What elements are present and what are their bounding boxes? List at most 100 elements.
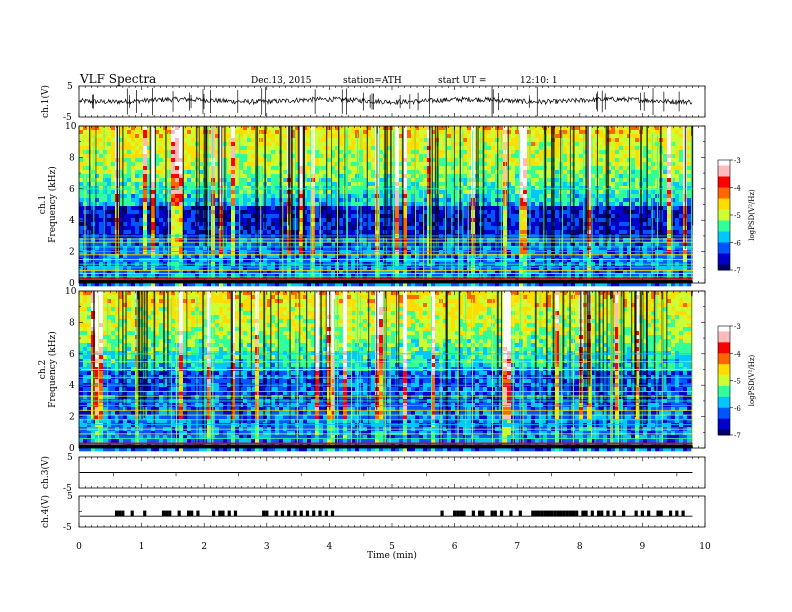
spectrogram-cell	[675, 158, 680, 163]
spectrogram-cell	[387, 226, 392, 231]
spectrogram-cell	[507, 218, 512, 223]
spectrogram-cell	[451, 238, 456, 243]
spectrogram-cell	[143, 154, 148, 159]
spectrogram-cell	[191, 210, 196, 215]
spectrogram-cell	[283, 222, 288, 227]
spectrogram-cell	[539, 210, 544, 215]
spectrogram-cell	[531, 194, 536, 199]
spectrogram-cell	[363, 242, 368, 247]
spectrogram-cell	[651, 202, 656, 207]
spectrogram-cell	[183, 150, 188, 155]
spectrogram-cell	[167, 126, 172, 131]
spectrogram-cell	[179, 210, 184, 215]
spectrogram-cell	[187, 242, 192, 247]
spectrogram-cell	[519, 246, 524, 251]
spectrogram-cell	[411, 242, 416, 247]
spectrogram-cell	[95, 198, 100, 203]
spectrogram-cell	[275, 126, 280, 131]
spectrogram-cell	[307, 130, 312, 135]
spectrogram-cell	[95, 202, 100, 207]
spectrogram-cell	[283, 246, 288, 251]
spectrogram-cell	[675, 154, 680, 159]
spectrogram-cell	[663, 142, 668, 147]
spectrogram-cell	[531, 150, 536, 155]
spectrogram-cell	[579, 242, 584, 247]
spectrogram-cell	[219, 226, 224, 231]
spectrogram-cell	[351, 158, 356, 163]
spectrogram-cell	[415, 130, 420, 135]
spectrogram-cell	[119, 218, 124, 223]
spectrogram-cell	[127, 246, 132, 251]
spectrogram-cell	[319, 238, 324, 243]
spectrogram-cell	[219, 186, 224, 191]
spectrogram-cell	[643, 154, 648, 159]
spectrogram-cell	[151, 146, 156, 151]
spectrogram-cell	[463, 182, 468, 187]
spectrogram-cell	[567, 154, 572, 159]
spectrogram-cell	[687, 166, 692, 171]
spectrogram-cell	[379, 174, 384, 179]
spectrogram-cell	[303, 134, 308, 139]
spectrogram-cell	[547, 170, 552, 175]
spectrogram-cell	[327, 202, 332, 207]
spectrogram-cell	[231, 182, 236, 187]
spectrogram-cell	[687, 206, 692, 211]
spectrogram-cell	[535, 166, 540, 171]
spectrogram-cell	[583, 222, 588, 227]
spectrogram-cell	[323, 166, 328, 171]
spectrogram-cell	[523, 194, 528, 199]
spectrogram-cell	[299, 126, 304, 131]
spectrogram-cell	[91, 190, 96, 195]
spectrogram-cell	[251, 210, 256, 215]
spectrogram-cell	[519, 150, 524, 155]
spectrogram-cell	[439, 222, 444, 227]
spectrogram-cell	[451, 186, 456, 191]
spectrogram-cell	[319, 134, 324, 139]
spectrogram-cell	[251, 230, 256, 235]
spectrogram-cell	[515, 246, 520, 251]
spectrogram-cell	[603, 210, 608, 215]
spectrogram-cell	[667, 138, 672, 143]
spectrogram-cell	[403, 142, 408, 147]
spectrogram-cell	[235, 214, 240, 219]
spectrogram-cell	[663, 238, 668, 243]
spectrogram-cell	[403, 246, 408, 251]
spectrogram-cell	[599, 186, 604, 191]
spectrogram-cell	[491, 218, 496, 223]
spectrogram-cell	[119, 178, 124, 183]
spectrogram-cell	[599, 218, 604, 223]
spectrogram-cell	[291, 150, 296, 155]
spectrogram-cell	[619, 238, 624, 243]
spectrogram-cell	[655, 126, 660, 131]
spectrogram-cell	[491, 226, 496, 231]
spectrogram-cell	[323, 206, 328, 211]
spectrogram-cell	[483, 206, 488, 211]
spectrogram-cell	[111, 198, 116, 203]
spectrogram-cell	[267, 194, 272, 199]
spectrogram-cell	[235, 230, 240, 235]
spectrogram-cell	[563, 178, 568, 183]
spectrogram-cell	[387, 138, 392, 143]
spectrogram-cell	[547, 134, 552, 139]
spectrogram-cell	[631, 154, 636, 159]
spectrogram-cell	[539, 202, 544, 207]
spectrogram-cell	[619, 154, 624, 159]
spectrogram-cell	[83, 130, 88, 135]
spectrogram-cell	[219, 190, 224, 195]
spectrogram-cell	[151, 194, 156, 199]
spectrogram-cell	[291, 158, 296, 163]
spectrogram-cell	[395, 186, 400, 191]
spectrogram-cell	[583, 126, 588, 131]
spectrogram-cell	[643, 226, 648, 231]
spectrogram-cell	[299, 174, 304, 179]
spectrogram-cell	[371, 222, 376, 227]
spectrogram-cell	[131, 166, 136, 171]
spectrogram-cell	[107, 142, 112, 147]
spectrogram-cell	[155, 246, 160, 251]
spectrogram-cell	[247, 158, 252, 163]
spectrogram-cell	[299, 230, 304, 235]
spectrogram-cell	[575, 230, 580, 235]
spectrogram-cell	[327, 182, 332, 187]
spectrogram-cell	[339, 190, 344, 195]
spectrogram-cell	[263, 246, 268, 251]
